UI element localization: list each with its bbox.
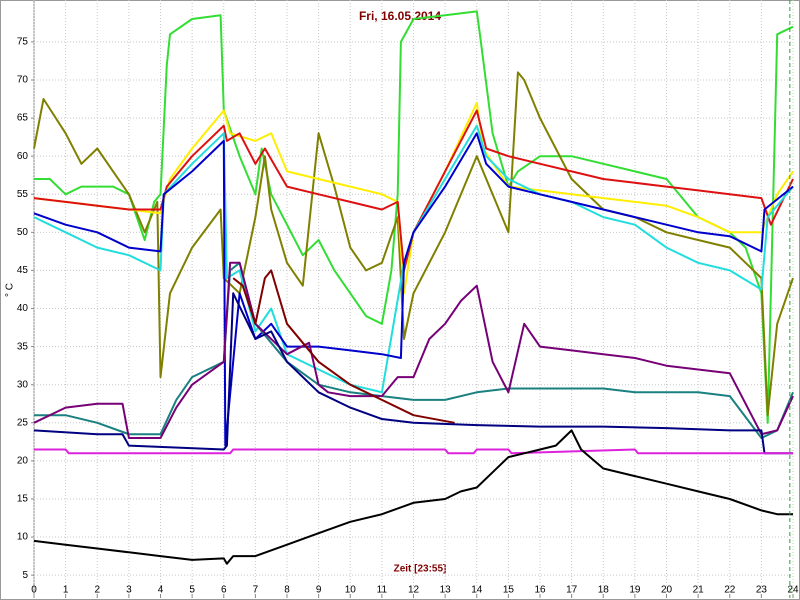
y-tick-label: 50	[17, 227, 29, 238]
x-tick-label: 0	[31, 585, 37, 596]
series-line	[33, 101, 794, 295]
x-tick-label: 14	[471, 585, 483, 596]
x-tick-label: 6	[221, 585, 227, 596]
x-tick-label: 19	[629, 585, 641, 596]
chart-title: Fri, 16.05.2014	[359, 9, 441, 23]
x-tick-label: 8	[284, 585, 290, 596]
y-tick-label: 25	[17, 417, 29, 428]
x-tick-label: 10	[345, 585, 357, 596]
series-line	[33, 132, 794, 447]
series-line	[34, 448, 793, 455]
series-line	[33, 71, 794, 417]
y-tick-label: 15	[17, 494, 29, 505]
x-tick-label: 13	[440, 585, 452, 596]
x-tick-label: 24	[787, 585, 799, 596]
x-tick-label: 3	[126, 585, 132, 596]
y-tick-label: 30	[17, 379, 29, 390]
x-tick-label: 5	[189, 585, 195, 596]
series-line	[33, 429, 793, 565]
y-tick-label: 35	[17, 341, 29, 352]
y-tick-label: 70	[17, 75, 29, 86]
x-tick-label: 12	[408, 585, 420, 596]
x-tick-label: 9	[316, 585, 322, 596]
series-line	[34, 10, 794, 424]
y-tick-label: 55	[17, 189, 29, 200]
series-line	[33, 261, 794, 439]
x-axis-label: Zeit [23:55]	[394, 564, 447, 575]
y-tick-label: 45	[17, 265, 29, 276]
x-tick-label: 17	[566, 585, 578, 596]
x-tick-label: 16	[534, 585, 546, 596]
x-tick-label: 18	[598, 585, 610, 596]
x-tick-label: 1	[63, 585, 69, 596]
y-tick-label: 75	[17, 37, 29, 48]
x-tick-label: 4	[158, 585, 164, 596]
x-tick-label: 23	[756, 585, 768, 596]
y-tick-label: 10	[17, 532, 29, 543]
y-tick-label: 60	[17, 151, 29, 162]
x-tick-label: 7	[253, 585, 259, 596]
series-line	[232, 269, 455, 424]
series-line	[33, 109, 794, 272]
x-tick-label: 22	[724, 585, 736, 596]
y-tick-label: 65	[17, 113, 29, 124]
y-tick-label: 20	[17, 456, 29, 467]
series-line	[33, 292, 793, 455]
y-axis-label: ° C	[5, 283, 16, 297]
x-tick-label: 15	[503, 585, 515, 596]
y-tick-label: 5	[22, 570, 28, 581]
x-tick-label: 21	[693, 585, 705, 596]
x-tick-label: 2	[94, 585, 100, 596]
x-tick-label: 11	[377, 585, 388, 596]
y-tick-label: 40	[17, 303, 29, 314]
x-tick-label: 20	[661, 585, 673, 596]
